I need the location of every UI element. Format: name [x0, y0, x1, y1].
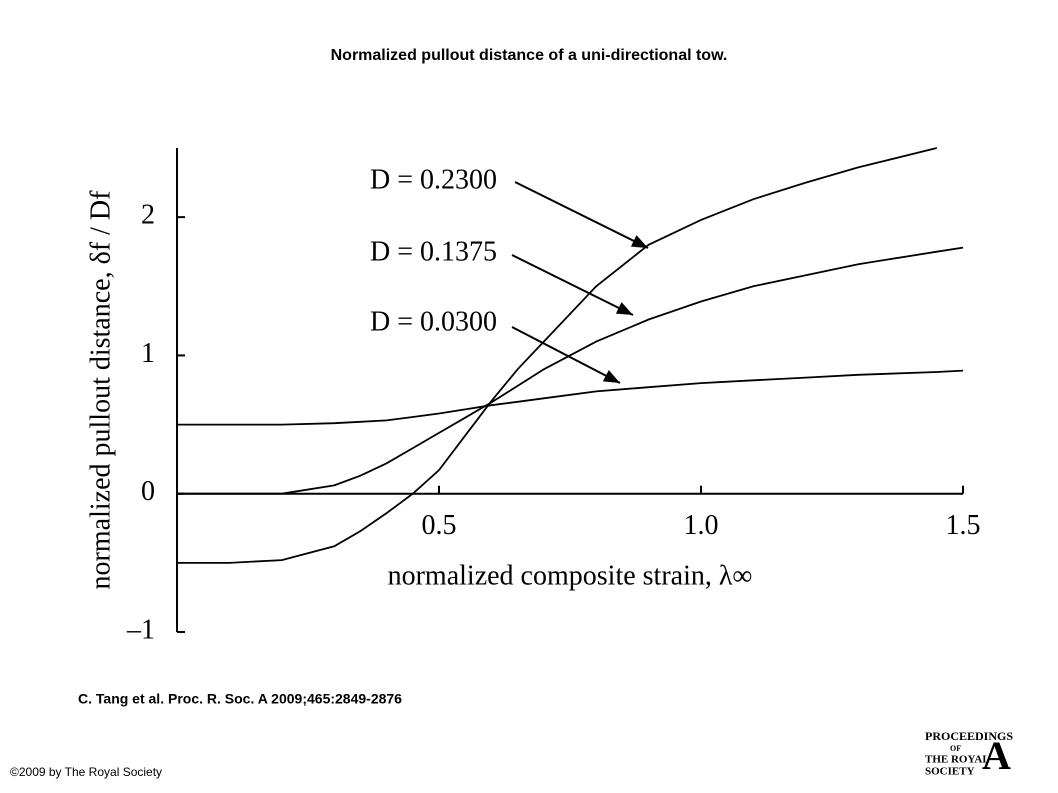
y-tick-label: 0 [141, 476, 155, 507]
line [177, 246, 964, 495]
x-axis-label: normalized composite strain, λ∞ [388, 560, 753, 591]
logo: PROCEEDINGS OF THE ROYAL SOCIETY A [925, 729, 1013, 778]
logo-text: PROCEEDINGS [925, 729, 1013, 743]
arrow [511, 326, 621, 384]
series-label: D = 0.0300 [370, 306, 497, 337]
y-tick-label: 1 [141, 338, 155, 369]
arrow [511, 254, 634, 316]
y-axis-label: normalized pullout distance, δf / Df [85, 190, 116, 590]
chart-title: Normalized pullout distance of a uni-dir… [331, 47, 728, 64]
line [177, 147, 938, 564]
copyright: ©2009 by The Royal Society [10, 765, 162, 779]
x-tick-label: 1.0 [684, 510, 719, 541]
logo-text: A [982, 733, 1011, 778]
series-label: D = 0.2300 [370, 164, 497, 195]
y-tick-label: –1 [126, 614, 155, 645]
logo-text: SOCIETY [925, 766, 975, 778]
y-tick-label: 2 [141, 200, 155, 231]
citation: C. Tang et al. Proc. R. Soc. A 2009;465:… [78, 691, 402, 707]
x-tick-label: 1.5 [946, 510, 981, 541]
line [177, 369, 964, 426]
logo-text: THE ROYAL [925, 754, 990, 766]
series-label: D = 0.1375 [370, 236, 497, 267]
logo-text: OF [950, 744, 961, 753]
arrow [514, 181, 649, 249]
x-tick-label: 0.5 [422, 510, 457, 541]
